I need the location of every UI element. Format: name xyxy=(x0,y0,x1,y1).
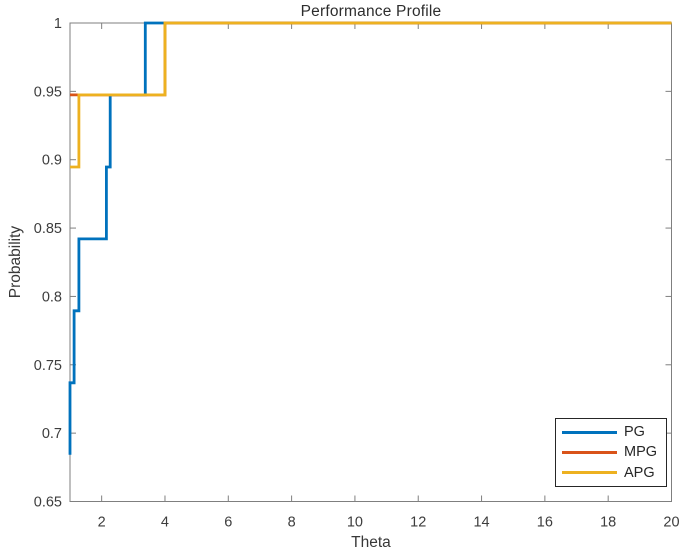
legend-item-pg: PG xyxy=(556,422,666,442)
svg-text:0.8: 0.8 xyxy=(42,289,62,305)
svg-text:12: 12 xyxy=(410,515,426,531)
svg-text:20: 20 xyxy=(663,515,679,531)
svg-text:0.95: 0.95 xyxy=(34,84,62,100)
svg-text:0.75: 0.75 xyxy=(34,358,62,374)
svg-text:0.65: 0.65 xyxy=(34,495,62,511)
svg-text:10: 10 xyxy=(347,515,363,531)
svg-text:0.7: 0.7 xyxy=(42,426,62,442)
svg-text:8: 8 xyxy=(288,515,296,531)
legend: PG MPG APG xyxy=(555,418,667,487)
svg-text:6: 6 xyxy=(224,515,232,531)
svg-text:14: 14 xyxy=(473,515,489,531)
legend-label-apg: APG xyxy=(624,464,655,481)
svg-text:0.85: 0.85 xyxy=(34,221,62,237)
y-axis-label: Probability xyxy=(7,225,24,299)
svg-text:16: 16 xyxy=(537,515,553,531)
svg-text:1: 1 xyxy=(54,16,62,32)
svg-text:4: 4 xyxy=(161,515,169,531)
legend-label-mpg: MPG xyxy=(624,444,658,461)
svg-text:2: 2 xyxy=(98,515,106,531)
legend-item-mpg: MPG xyxy=(556,442,666,462)
legend-label-pg: PG xyxy=(624,423,645,440)
chart-title: Performance Profile xyxy=(300,3,442,20)
apg-line-swatch xyxy=(562,471,617,475)
svg-text:18: 18 xyxy=(600,515,616,531)
mpg-line-swatch xyxy=(562,450,617,454)
legend-item-apg: APG xyxy=(556,463,666,483)
x-axis-label: Theta xyxy=(351,534,391,551)
svg-text:0.9: 0.9 xyxy=(42,153,62,169)
pg-line-swatch xyxy=(562,430,617,434)
